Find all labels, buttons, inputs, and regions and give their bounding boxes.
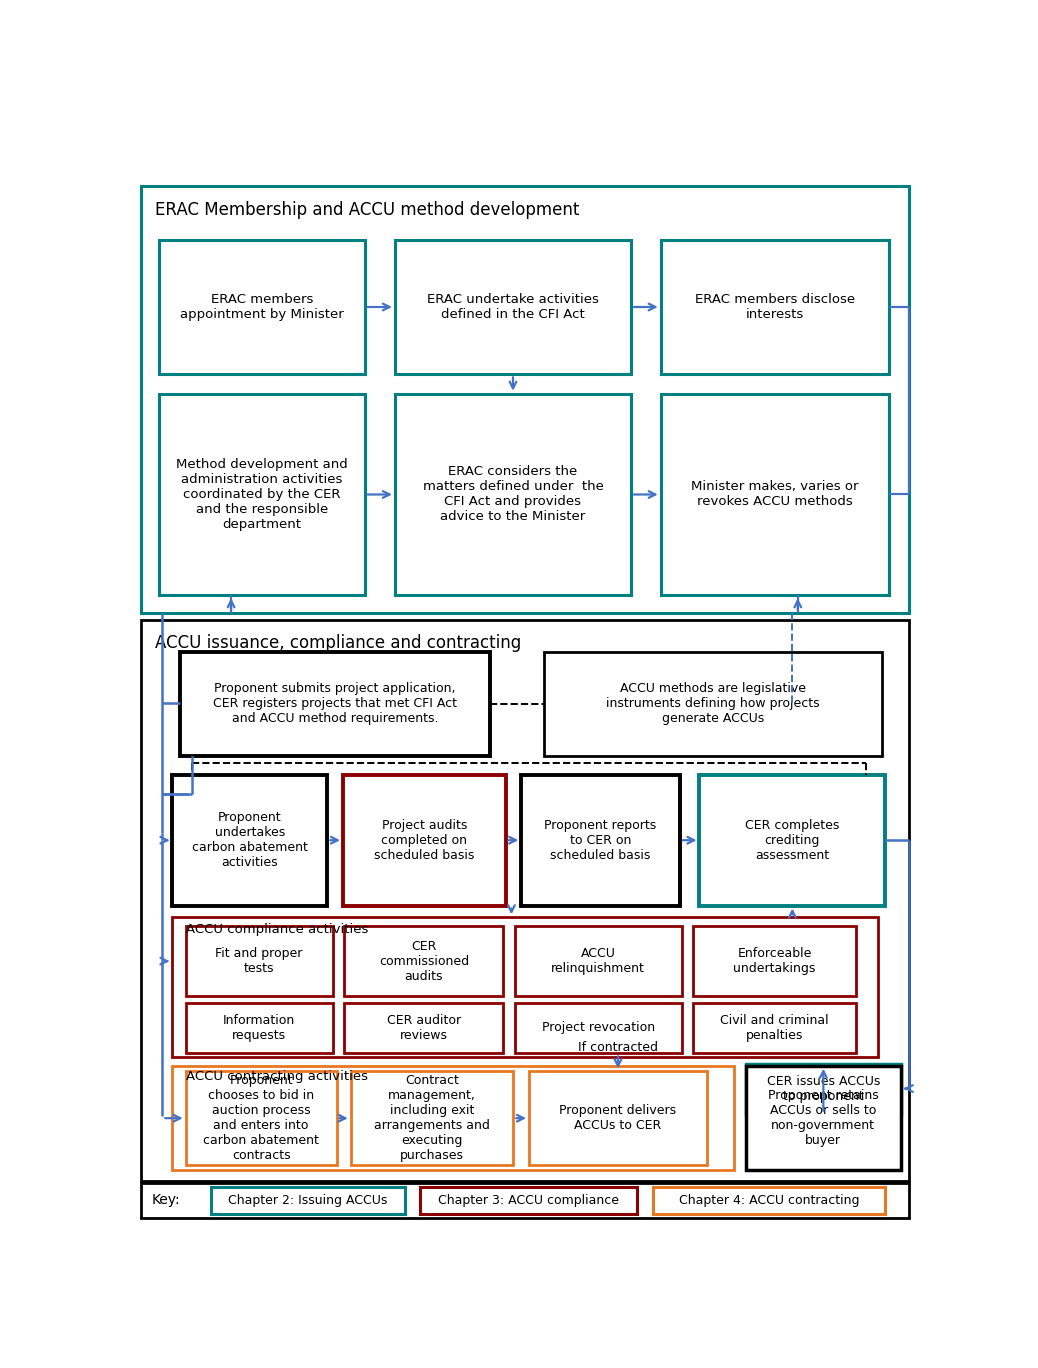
FancyBboxPatch shape — [159, 394, 364, 595]
Text: ERAC Membership and ACCU method development: ERAC Membership and ACCU method developm… — [155, 201, 579, 219]
FancyBboxPatch shape — [345, 1003, 503, 1053]
FancyBboxPatch shape — [186, 926, 333, 996]
FancyBboxPatch shape — [181, 651, 490, 755]
FancyBboxPatch shape — [141, 620, 908, 1181]
FancyBboxPatch shape — [186, 1071, 336, 1166]
Text: Information
requests: Information requests — [223, 1014, 295, 1041]
Text: Chapter 2: Issuing ACCUs: Chapter 2: Issuing ACCUs — [228, 1194, 387, 1207]
Text: Proponent
undertakes
carbon abatement
activities: Proponent undertakes carbon abatement ac… — [192, 811, 308, 869]
Text: CER auditor
reviews: CER auditor reviews — [387, 1014, 461, 1041]
Text: Contract
management,
including exit
arrangements and
executing
purchases: Contract management, including exit arra… — [374, 1074, 490, 1163]
Text: CER
commissioned
audits: CER commissioned audits — [379, 940, 469, 982]
FancyBboxPatch shape — [172, 774, 327, 906]
Text: Proponent reports
to CER on
scheduled basis: Proponent reports to CER on scheduled ba… — [545, 818, 657, 862]
FancyBboxPatch shape — [141, 186, 908, 613]
FancyBboxPatch shape — [141, 1183, 908, 1218]
FancyBboxPatch shape — [521, 774, 680, 906]
Text: Enforceable
undertakings: Enforceable undertakings — [734, 947, 816, 975]
FancyBboxPatch shape — [544, 651, 881, 755]
Text: Method development and
administration activities
coordinated by the CER
and the : Method development and administration ac… — [176, 458, 348, 531]
Text: Chapter 4: ACCU contracting: Chapter 4: ACCU contracting — [679, 1194, 859, 1207]
FancyBboxPatch shape — [700, 774, 885, 906]
FancyBboxPatch shape — [529, 1071, 707, 1166]
FancyBboxPatch shape — [394, 239, 631, 375]
Text: Proponent delivers
ACCUs to CER: Proponent delivers ACCUs to CER — [559, 1104, 677, 1133]
Text: Key:: Key: — [152, 1193, 180, 1207]
Text: Proponent retains
ACCUs or sells to
non-government
buyer: Proponent retains ACCUs or sells to non-… — [768, 1089, 879, 1146]
Text: ACCU
relinquishment: ACCU relinquishment — [551, 947, 646, 975]
FancyBboxPatch shape — [211, 1186, 405, 1213]
FancyBboxPatch shape — [660, 239, 890, 375]
FancyBboxPatch shape — [515, 1003, 682, 1053]
Text: Civil and criminal
penalties: Civil and criminal penalties — [720, 1014, 829, 1041]
Text: ERAC members disclose
interests: ERAC members disclose interests — [694, 293, 855, 321]
Text: ACCU issuance, compliance and contracting: ACCU issuance, compliance and contractin… — [155, 633, 521, 653]
Text: ERAC undertake activities
defined in the CFI Act: ERAC undertake activities defined in the… — [427, 293, 599, 321]
Text: CER issues ACCUs
to proponent: CER issues ACCUs to proponent — [767, 1074, 880, 1103]
FancyBboxPatch shape — [420, 1186, 637, 1213]
FancyBboxPatch shape — [351, 1071, 514, 1166]
Text: Chapter 3: ACCU compliance: Chapter 3: ACCU compliance — [438, 1194, 620, 1207]
FancyBboxPatch shape — [172, 1066, 734, 1170]
FancyBboxPatch shape — [746, 1066, 901, 1170]
Text: ERAC members
appointment by Minister: ERAC members appointment by Minister — [180, 293, 344, 321]
FancyBboxPatch shape — [345, 926, 503, 996]
FancyBboxPatch shape — [343, 774, 506, 906]
FancyBboxPatch shape — [186, 1003, 333, 1053]
Text: Fit and proper
tests: Fit and proper tests — [216, 947, 303, 975]
FancyBboxPatch shape — [746, 1063, 901, 1114]
Text: Proponent
chooses to bid in
auction process
and enters into
carbon abatement
con: Proponent chooses to bid in auction proc… — [203, 1074, 319, 1163]
Text: Minister makes, varies or
revokes ACCU methods: Minister makes, varies or revokes ACCU m… — [691, 480, 858, 509]
Text: ACCU methods are legislative
instruments defining how projects
generate ACCUs: ACCU methods are legislative instruments… — [606, 683, 820, 725]
Text: CER completes
crediting
assessment: CER completes crediting assessment — [745, 818, 840, 862]
FancyBboxPatch shape — [653, 1186, 885, 1213]
FancyBboxPatch shape — [660, 394, 890, 595]
Text: If contracted: If contracted — [578, 1041, 658, 1053]
FancyBboxPatch shape — [394, 394, 631, 595]
Text: Project revocation: Project revocation — [542, 1022, 655, 1034]
FancyBboxPatch shape — [693, 926, 856, 996]
Text: ACCU contracting activities: ACCU contracting activities — [186, 1070, 367, 1082]
FancyBboxPatch shape — [515, 926, 682, 996]
Text: Proponent submits project application,
CER registers projects that met CFI Act
a: Proponent submits project application, C… — [213, 683, 457, 725]
FancyBboxPatch shape — [159, 239, 364, 375]
Text: ERAC considers the
matters defined under  the
CFI Act and provides
advice to the: ERAC considers the matters defined under… — [422, 465, 603, 524]
FancyBboxPatch shape — [693, 1003, 856, 1053]
Text: Project audits
completed on
scheduled basis: Project audits completed on scheduled ba… — [374, 818, 474, 862]
FancyBboxPatch shape — [172, 917, 877, 1057]
Text: ACCU compliance activities: ACCU compliance activities — [186, 923, 367, 936]
